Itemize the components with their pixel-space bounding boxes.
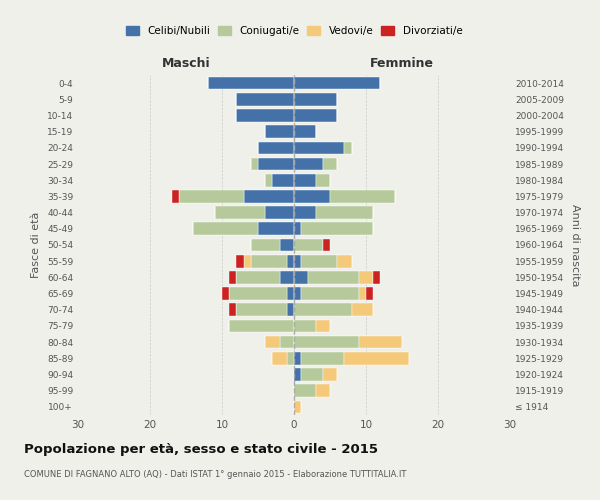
Bar (251, 238, 280, 252)
Bar (236, 255, 244, 268)
Bar (236, 271, 280, 283)
Bar (323, 158, 337, 170)
Bar (251, 255, 287, 268)
Bar (229, 271, 236, 283)
Bar (265, 174, 272, 186)
Bar (272, 174, 294, 186)
Bar (294, 400, 301, 413)
Bar (301, 222, 373, 235)
Bar (337, 255, 352, 268)
Bar (236, 93, 294, 106)
Bar (294, 352, 301, 364)
Bar (359, 336, 402, 348)
Y-axis label: Anni di nascita: Anni di nascita (569, 204, 580, 286)
Y-axis label: Fasce di età: Fasce di età (31, 212, 41, 278)
Bar (294, 288, 301, 300)
Bar (294, 384, 316, 397)
Bar (272, 352, 287, 364)
Bar (280, 271, 294, 283)
Bar (287, 352, 294, 364)
Bar (179, 190, 244, 202)
Bar (244, 255, 251, 268)
Bar (316, 174, 330, 186)
Text: Maschi: Maschi (161, 57, 211, 70)
Bar (287, 255, 294, 268)
Bar (344, 142, 352, 154)
Bar (294, 320, 316, 332)
Bar (251, 158, 258, 170)
Bar (215, 206, 265, 219)
Bar (258, 222, 294, 235)
Bar (359, 288, 366, 300)
Bar (323, 238, 330, 252)
Text: Femmine: Femmine (370, 57, 434, 70)
Text: Popolazione per età, sesso e stato civile - 2015: Popolazione per età, sesso e stato civil… (24, 442, 378, 456)
Bar (294, 368, 301, 381)
Bar (366, 288, 373, 300)
Bar (323, 368, 337, 381)
Bar (172, 190, 179, 202)
Bar (316, 384, 330, 397)
Bar (301, 255, 337, 268)
Bar (265, 206, 294, 219)
Bar (229, 304, 236, 316)
Bar (301, 368, 323, 381)
Bar (294, 158, 323, 170)
Bar (294, 126, 316, 138)
Text: COMUNE DI FAGNANO ALTO (AQ) - Dati ISTAT 1° gennaio 2015 - Elaborazione TUTTITAL: COMUNE DI FAGNANO ALTO (AQ) - Dati ISTAT… (24, 470, 406, 479)
Bar (294, 238, 323, 252)
Bar (287, 304, 294, 316)
Bar (280, 238, 294, 252)
Bar (208, 77, 294, 90)
Bar (236, 304, 287, 316)
Bar (258, 158, 294, 170)
Bar (294, 304, 352, 316)
Bar (294, 336, 359, 348)
Bar (294, 255, 301, 268)
Bar (294, 174, 316, 186)
Bar (280, 336, 294, 348)
Bar (373, 271, 380, 283)
Bar (229, 288, 287, 300)
Legend: Celibi/Nubili, Coniugati/e, Vedovi/e, Divorziati/e: Celibi/Nubili, Coniugati/e, Vedovi/e, Di… (125, 26, 463, 36)
Bar (229, 320, 294, 332)
Bar (294, 142, 344, 154)
Bar (316, 320, 330, 332)
Bar (330, 190, 395, 202)
Bar (294, 77, 380, 90)
Bar (265, 126, 294, 138)
Bar (287, 288, 294, 300)
Bar (344, 352, 409, 364)
Bar (222, 288, 229, 300)
Bar (308, 271, 359, 283)
Bar (258, 142, 294, 154)
Bar (193, 222, 258, 235)
Bar (359, 271, 373, 283)
Bar (244, 190, 294, 202)
Bar (294, 222, 301, 235)
Bar (265, 336, 280, 348)
Bar (294, 93, 337, 106)
Bar (236, 109, 294, 122)
Bar (316, 206, 373, 219)
Bar (301, 352, 344, 364)
Bar (294, 271, 308, 283)
Bar (301, 288, 359, 300)
Bar (294, 109, 337, 122)
Bar (294, 190, 330, 202)
Bar (352, 304, 373, 316)
Bar (294, 206, 316, 219)
